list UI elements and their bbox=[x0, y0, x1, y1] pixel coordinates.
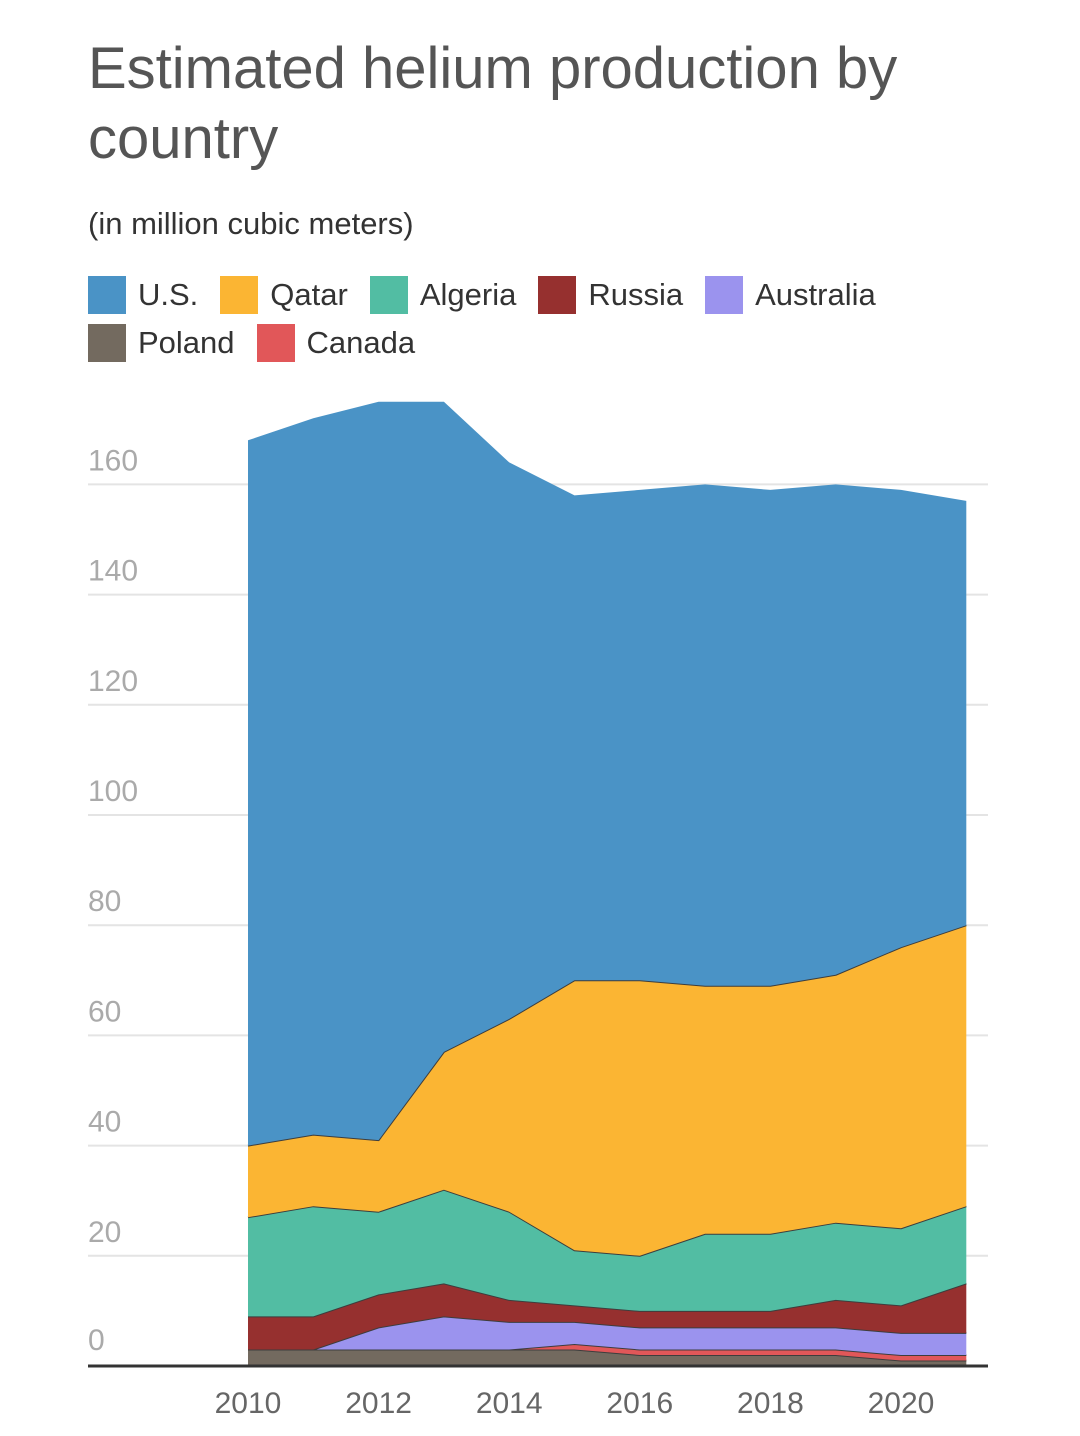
legend-item-algeria: Algeria bbox=[369, 276, 517, 314]
area-poland bbox=[248, 1349, 967, 1366]
legend-swatch-algeria bbox=[369, 276, 408, 314]
y-tick-label: 0 bbox=[88, 1324, 105, 1357]
area-russia bbox=[248, 1283, 967, 1350]
legend-swatch-qatar bbox=[220, 276, 259, 314]
legend-label-algeria: Algeria bbox=[419, 277, 517, 312]
legend-label-u-s: U.S. bbox=[138, 277, 199, 312]
x-tick-label: 2020 bbox=[868, 1387, 935, 1420]
chart-subtitle: (in million cubic meters) bbox=[88, 206, 414, 241]
legend-swatch-russia bbox=[538, 276, 577, 314]
legend-swatch-poland bbox=[88, 324, 126, 362]
area-algeria bbox=[248, 1189, 967, 1317]
legend-swatch-australia bbox=[705, 276, 744, 314]
legend-item-poland: Poland bbox=[88, 324, 235, 362]
legend: U.S. Qatar Algeria Russia Australia Poland Can… bbox=[88, 276, 1008, 362]
x-tick-label: 2010 bbox=[215, 1387, 282, 1420]
y-tick-label: 60 bbox=[88, 995, 121, 1028]
legend-label-qatar: Qatar bbox=[270, 277, 348, 312]
legend-label-canada: Canada bbox=[306, 325, 416, 360]
y-tick-label: 40 bbox=[88, 1106, 121, 1139]
area-u-s bbox=[248, 401, 967, 1146]
x-tick-label: 2012 bbox=[345, 1387, 412, 1420]
legend-swatch-canada bbox=[256, 324, 295, 362]
legend-label-poland: Poland bbox=[138, 325, 235, 360]
area-qatar bbox=[248, 925, 967, 1256]
legend-label-russia: Russia bbox=[588, 277, 684, 312]
y-tick-label: 120 bbox=[88, 665, 138, 698]
y-tick-label: 20 bbox=[88, 1216, 121, 1249]
x-tick-label: 2018 bbox=[737, 1387, 804, 1420]
area-canada bbox=[248, 1344, 967, 1361]
chart-title: Estimated helium production by country bbox=[88, 36, 898, 171]
legend-item-qatar: Qatar bbox=[220, 276, 348, 314]
legend-item-russia: Russia bbox=[538, 276, 683, 314]
x-tick-label: 2016 bbox=[606, 1387, 673, 1420]
x-tick-label: 2014 bbox=[476, 1387, 543, 1420]
y-tick-label: 140 bbox=[88, 555, 138, 588]
legend-item-australia: Australia bbox=[705, 276, 876, 314]
area-australia bbox=[248, 1316, 967, 1355]
chart-area: 0 20 40 60 80 100 120 140 160 2010 2012 2014 2016 201… bbox=[88, 401, 988, 1420]
y-tick-label: 80 bbox=[88, 885, 121, 918]
y-tick-label: 160 bbox=[88, 444, 138, 477]
legend-item-canada: Canada bbox=[256, 324, 416, 362]
y-tick-label: 100 bbox=[88, 775, 138, 808]
legend-item-u-s: U.S. bbox=[88, 276, 198, 314]
legend-label-australia: Australia bbox=[755, 277, 876, 312]
legend-swatch-u-s bbox=[88, 276, 126, 314]
